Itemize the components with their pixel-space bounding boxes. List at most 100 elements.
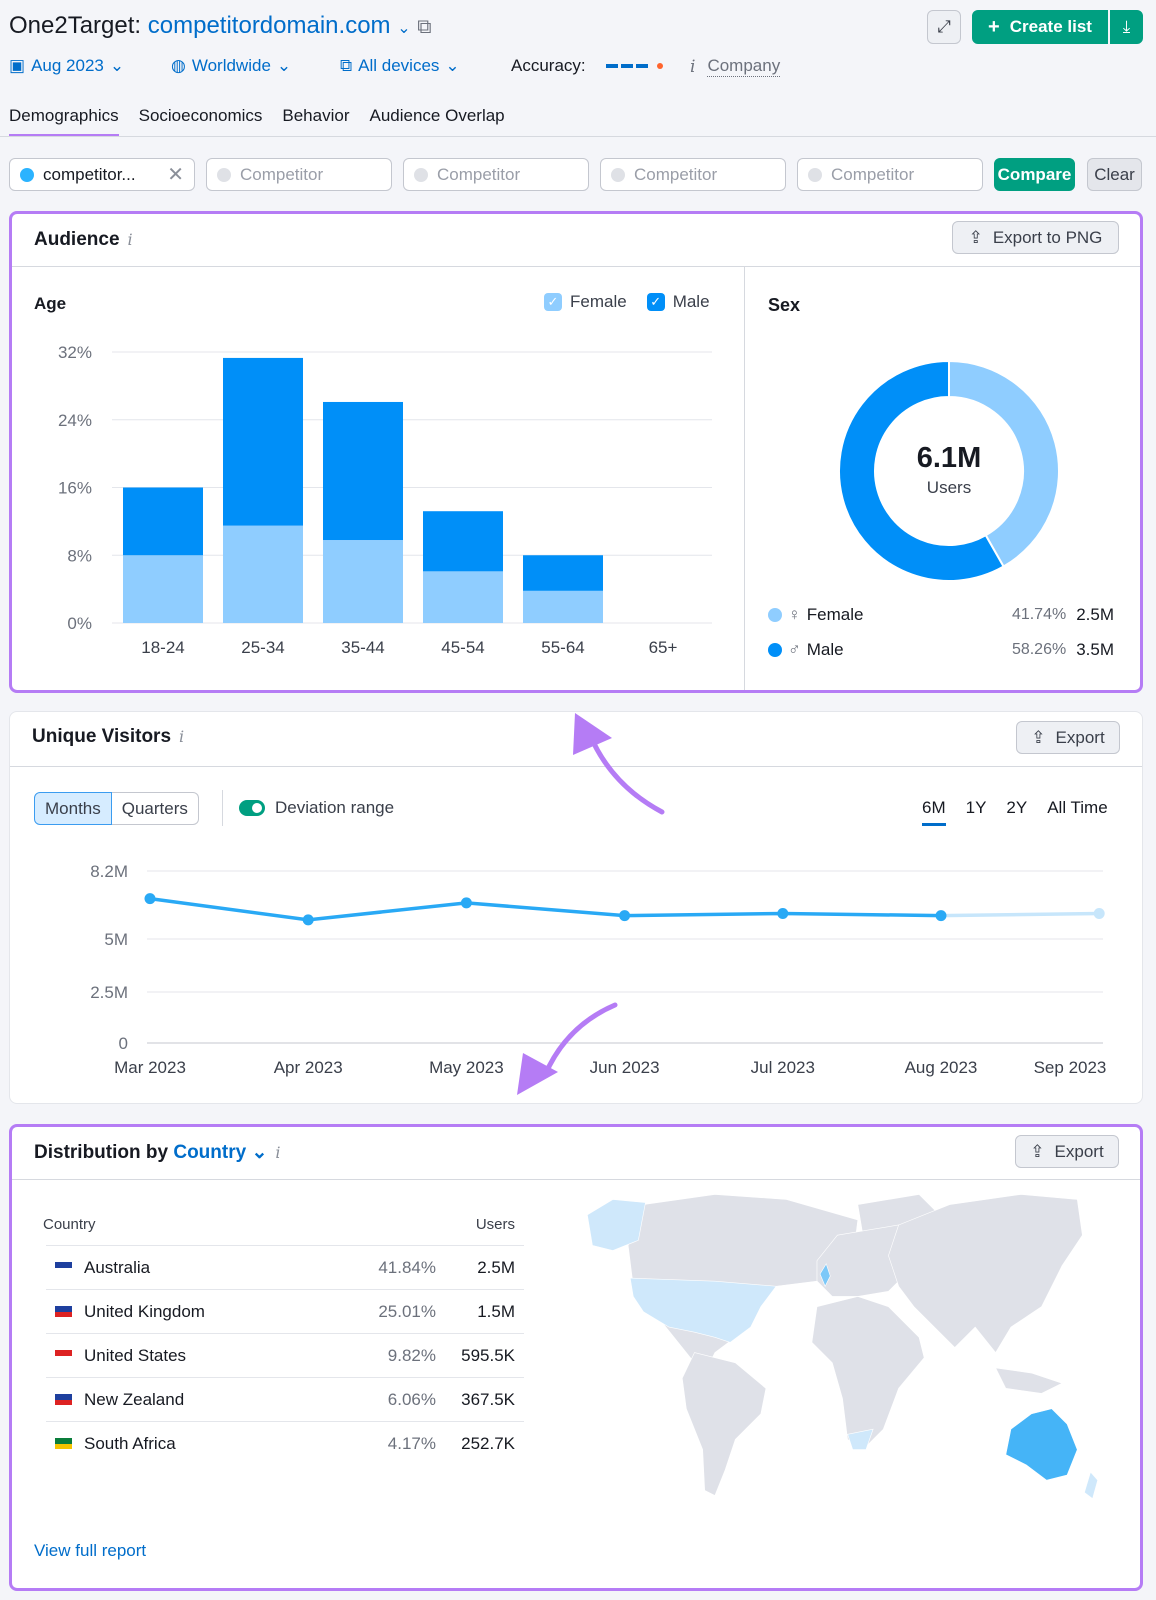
- table-row[interactable]: United Kingdom 25.01% 1.5M: [46, 1289, 524, 1333]
- unique-visitors-chart: 0 2.5M 5M 8.2M Mar 2023 Apr 2023 May 2023 Jun 2…: [90, 862, 1107, 1077]
- tab-behavior[interactable]: Behavior: [282, 106, 350, 125]
- audience-title-text: Audience: [34, 229, 120, 250]
- competitor-input-4[interactable]: Competitor: [600, 158, 786, 191]
- company-info[interactable]: i Company: [690, 56, 781, 77]
- competitor-input-2[interactable]: Competitor: [206, 158, 392, 191]
- deviation-toggle[interactable]: Deviation range: [239, 798, 394, 818]
- bar-female-35-44: [323, 540, 403, 623]
- compare-button[interactable]: Compare: [994, 158, 1075, 191]
- view-full-report-link[interactable]: View full report: [34, 1541, 147, 1560]
- sex-value: 2.5M: [1076, 605, 1114, 624]
- create-list-label: Create list: [1009, 17, 1092, 36]
- bar-male-55-64: [523, 555, 603, 591]
- flag-icon: [55, 1394, 72, 1405]
- y-tick-label: 8%: [67, 546, 92, 565]
- bar-male-45-54: [423, 511, 503, 572]
- female-checkbox[interactable]: ✓: [544, 293, 562, 311]
- data-point-May 2023: [460, 897, 472, 909]
- data-point-Jun 2023: [619, 910, 631, 922]
- expand-icon: ⤢: [937, 17, 951, 36]
- tab-audience-overlap[interactable]: Audience Overlap: [369, 106, 505, 125]
- months-button[interactable]: Months: [34, 792, 112, 825]
- bar-female-45-54: [423, 571, 503, 623]
- info-icon[interactable]: i: [179, 727, 185, 746]
- toggle-switch-icon[interactable]: [239, 800, 265, 816]
- external-link-icon[interactable]: ⧉: [417, 16, 432, 38]
- table-row[interactable]: South Africa 4.17% 252.7K: [46, 1421, 524, 1465]
- date-filter[interactable]: ▣ Aug 2023 ⌄: [9, 56, 124, 76]
- range-1y[interactable]: 1Y: [965, 798, 987, 817]
- x-tick-label: Aug 2023: [905, 1058, 978, 1077]
- map-alaska: [586, 1199, 646, 1251]
- range-6m[interactable]: 6M: [922, 798, 946, 826]
- color-dot-icon: [611, 167, 625, 182]
- y-tick-label: 16%: [58, 479, 92, 498]
- info-icon: i: [690, 56, 696, 77]
- export-png-button[interactable]: ⇪ Export to PNG: [952, 221, 1119, 254]
- x-tick-label: 65+: [649, 638, 678, 657]
- x-tick-label: Sep 2023: [1034, 1058, 1107, 1077]
- competitor-input-3[interactable]: Competitor: [403, 158, 589, 191]
- export-button[interactable]: ⇪ Export: [1015, 1135, 1119, 1168]
- page-title: One2Target: competitordomain.com ⌄ ⧉: [9, 12, 432, 40]
- sex-row-male: ♂ Male 58.26% 3.5M: [768, 639, 1114, 661]
- legend-female: Female: [570, 292, 627, 311]
- range-all-time[interactable]: All Time: [1047, 798, 1108, 817]
- female-symbol-icon: ♀: [788, 605, 801, 624]
- country-pct: 6.06%: [387, 1389, 436, 1409]
- flag-icon: [55, 1438, 72, 1449]
- female-dot-icon: [768, 608, 782, 622]
- color-dot-icon: [808, 167, 822, 182]
- accuracy-label: Accuracy:: [511, 56, 586, 75]
- visitors-title-text: Unique Visitors: [32, 726, 172, 747]
- competitor-placeholder: Competitor: [240, 164, 324, 184]
- devices-filter[interactable]: ⧉ All devices ⌄: [340, 56, 460, 76]
- y-tick-label: 5M: [104, 930, 128, 949]
- distribution-title: Distribution by Country ⌄ i: [34, 1141, 281, 1164]
- male-checkbox[interactable]: ✓: [646, 293, 665, 311]
- date-label: Aug 2023: [31, 56, 104, 75]
- table-row[interactable]: Australia 41.84% 2.5M: [46, 1245, 524, 1289]
- create-list-button[interactable]: + Create list: [972, 10, 1108, 44]
- fullscreen-button[interactable]: ⤢: [927, 10, 961, 44]
- donut-slice-female: [948, 359, 1060, 568]
- dimension-selector[interactable]: Country: [173, 1142, 247, 1163]
- upload-icon: ⇪: [1030, 1141, 1045, 1161]
- country-name: United States: [84, 1345, 187, 1365]
- competitor-value: competitor...: [43, 164, 136, 184]
- tab-socioeconomics[interactable]: Socioeconomics: [138, 106, 263, 125]
- quarters-button[interactable]: Quarters: [111, 792, 199, 825]
- divider: [222, 790, 223, 826]
- export-label: Export: [1054, 1141, 1104, 1161]
- clear-button[interactable]: Clear: [1087, 158, 1142, 191]
- x-tick-label: Jun 2023: [590, 1058, 660, 1077]
- info-icon[interactable]: i: [275, 1143, 281, 1162]
- download-button[interactable]: ⤓: [1110, 10, 1143, 44]
- competitor-input-1[interactable]: competitor... ✕: [9, 158, 195, 191]
- granularity-toggle: Months Quarters: [34, 792, 199, 825]
- age-title: Age: [34, 294, 67, 313]
- export-button[interactable]: ⇪ Export: [1016, 721, 1120, 754]
- table-row[interactable]: New Zealand 6.06% 367.5K: [46, 1377, 524, 1421]
- info-icon[interactable]: i: [127, 230, 133, 249]
- chevron-down-icon[interactable]: ⌄: [397, 20, 411, 37]
- chevron-down-icon[interactable]: ⌄: [251, 1142, 268, 1163]
- world-map[interactable]: [572, 1184, 1113, 1511]
- sex-donut-chart: [838, 359, 1060, 582]
- region-filter[interactable]: ◍ Worldwide ⌄: [171, 56, 291, 76]
- bar-female-25-34: [223, 525, 303, 623]
- domain-selector[interactable]: competitordomain.com: [147, 12, 391, 39]
- x-tick-label: Jul 2023: [751, 1058, 815, 1077]
- range-2y[interactable]: 2Y: [1006, 798, 1028, 817]
- upload-icon: ⇪: [1031, 727, 1046, 747]
- competitor-input-5[interactable]: Competitor: [797, 158, 983, 191]
- table-row[interactable]: United States 9.82% 595.5K: [46, 1333, 524, 1377]
- divider: [744, 267, 745, 690]
- tab-demographics[interactable]: Demographics: [9, 106, 119, 137]
- x-tick-label: 55-64: [541, 638, 584, 657]
- visitors-line-projected: [940, 911, 1100, 918]
- sex-label: Male: [806, 640, 844, 659]
- distribution-title-text: Distribution by: [34, 1142, 169, 1163]
- upload-icon: ⇪: [968, 227, 983, 247]
- close-icon[interactable]: ✕: [167, 164, 184, 186]
